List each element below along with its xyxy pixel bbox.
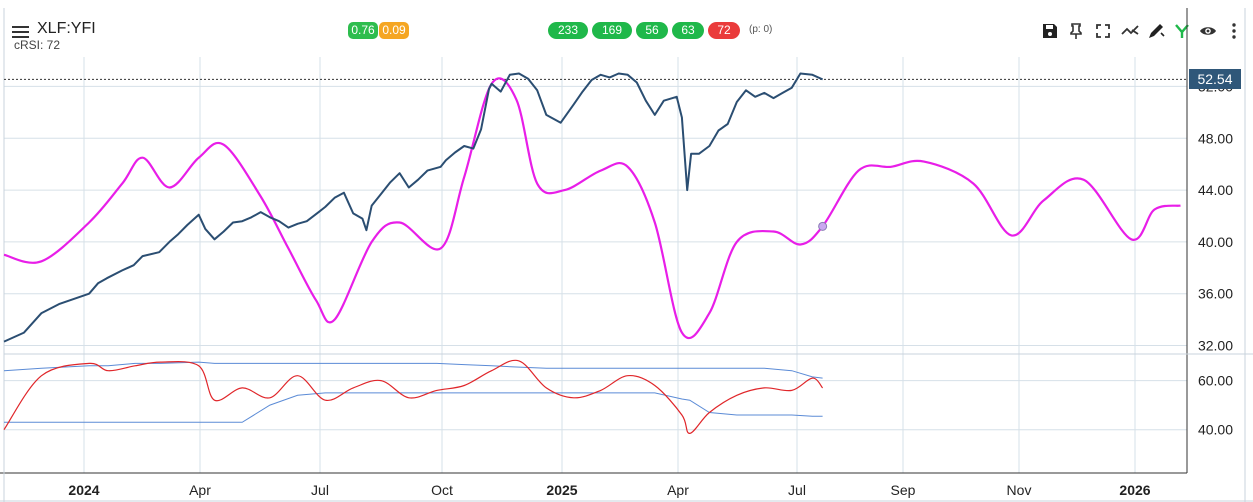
y-tick-label: 32.00 <box>1198 338 1233 354</box>
chart-grid <box>4 57 1187 473</box>
trend-icon[interactable] <box>1120 21 1140 41</box>
rsi-lower-band <box>4 392 823 423</box>
rsi-upper-band <box>3 361 823 379</box>
x-tick-label: Apr <box>189 482 211 498</box>
more-icon[interactable] <box>1224 21 1244 41</box>
x-tick-label: Jul <box>788 482 806 498</box>
x-tick-label: Nov <box>1007 482 1032 498</box>
last-price-tag: 52.54 <box>1189 69 1241 90</box>
rsi-tick-label: 60.00 <box>1198 373 1233 389</box>
pin-icon[interactable] <box>1066 21 1086 41</box>
symbol-label[interactable]: XLF:YFI <box>37 20 96 37</box>
p-label: (p: 0) <box>749 24 773 35</box>
badge-right-5[interactable]: 72 <box>708 22 740 39</box>
axis-labels: 2024 Apr Jul Oct 2025 Apr Jul Sep Nov 2026 32.00 36… <box>68 78 1233 498</box>
x-tick-label: 2026 <box>1119 482 1150 498</box>
price-line <box>3 72 824 343</box>
chart-header: XLF:YFI cRSI: 72 0.76 0.09 233 169 56 63… <box>0 0 1253 58</box>
badge-left-1[interactable]: 0.76 <box>348 22 378 39</box>
x-tick-label: 2025 <box>546 482 577 498</box>
eye-icon[interactable] <box>1198 21 1218 41</box>
rsi-panel <box>3 359 824 434</box>
badge-right-2[interactable]: 169 <box>592 22 632 39</box>
indicator-label: cRSI: 72 <box>14 38 61 52</box>
y-tick-label: 40.00 <box>1198 234 1233 250</box>
y-tick-label: 44.00 <box>1198 182 1233 198</box>
draw-icon[interactable] <box>1146 21 1166 41</box>
badge-right-4[interactable]: 63 <box>672 22 704 39</box>
fork-icon[interactable] <box>1172 21 1192 41</box>
x-tick-label: Apr <box>667 482 689 498</box>
x-tick-label: Oct <box>431 482 453 498</box>
badge-right-1[interactable]: 233 <box>548 22 588 39</box>
chart-axes <box>0 8 1253 502</box>
rsi-tick-label: 40.00 <box>1198 422 1233 438</box>
x-tick-label: Sep <box>891 482 916 498</box>
x-tick-label: 2024 <box>68 482 99 498</box>
x-tick-label: Jul <box>311 482 329 498</box>
rsi-line <box>3 359 824 434</box>
save-icon[interactable] <box>1040 21 1060 41</box>
cycle-marker <box>818 221 828 231</box>
chart-series <box>3 72 1181 343</box>
y-tick-label: 48.00 <box>1198 130 1233 146</box>
menu-icon[interactable] <box>12 26 29 38</box>
cycle-line <box>3 77 1181 340</box>
fullscreen-icon[interactable] <box>1093 21 1113 41</box>
y-tick-label: 36.00 <box>1198 286 1233 302</box>
badge-right-3[interactable]: 56 <box>636 22 668 39</box>
badge-left-2[interactable]: 0.09 <box>379 22 409 39</box>
